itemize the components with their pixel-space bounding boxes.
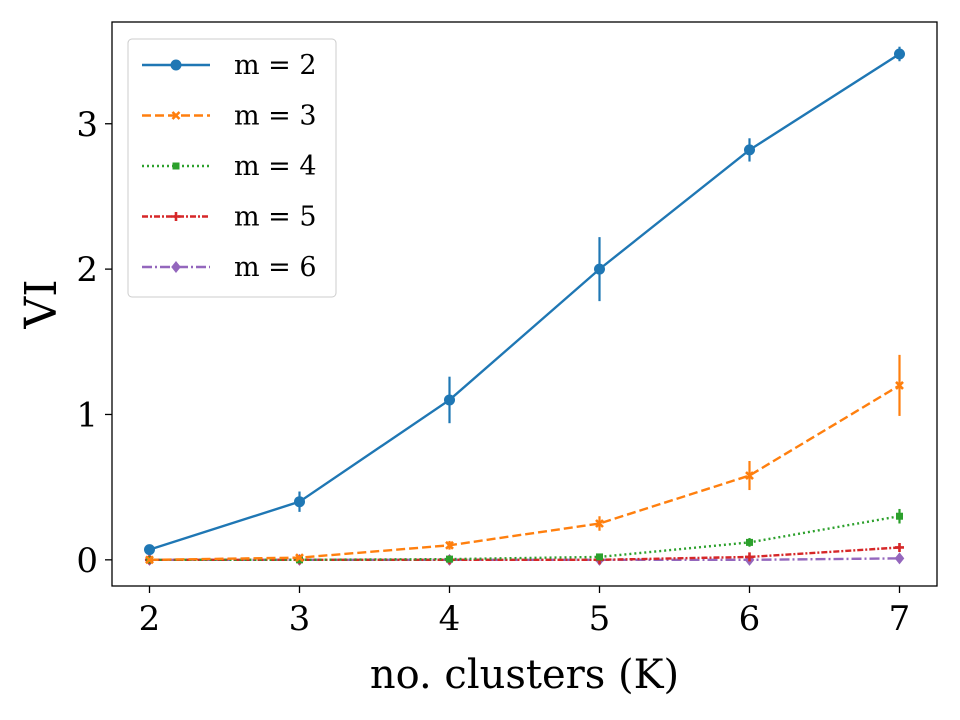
series-2 <box>145 354 904 565</box>
data-point <box>296 556 303 564</box>
data-point <box>745 471 754 480</box>
data-point <box>745 552 754 562</box>
data-point <box>295 553 304 563</box>
legend-frame <box>127 38 337 298</box>
data-point <box>594 263 605 275</box>
data-point <box>144 544 155 556</box>
y-tick-label: 3 <box>76 105 98 145</box>
axis-ticks: 2 3 4 5 6 7 0 1 2 3 <box>76 105 910 639</box>
x-axis-label: no. clusters (K) <box>370 652 679 698</box>
data-point <box>896 512 903 520</box>
legend-items: m = 2 m = 3 m = 4 m = 5 m = 6 <box>142 50 317 283</box>
plot-frame <box>111 21 938 587</box>
data-point <box>145 555 154 565</box>
series-1 <box>144 46 905 556</box>
y-tick-label: 2 <box>76 250 98 290</box>
data-point <box>894 552 905 565</box>
legend-marker <box>171 111 181 120</box>
x-tick-label: 3 <box>289 599 311 639</box>
data-point <box>744 144 755 156</box>
data-point <box>294 496 305 508</box>
data-point <box>444 394 455 406</box>
legend-label: m = 6 <box>234 252 317 283</box>
legend-marker <box>170 59 182 71</box>
data-point <box>895 542 904 552</box>
legend-marker <box>171 212 181 221</box>
data-point <box>596 553 603 561</box>
legend: m = 2 m = 3 m = 4 m = 5 m = 6 <box>127 38 337 298</box>
x-tick-label: 4 <box>439 599 461 639</box>
plot-marks <box>144 46 905 566</box>
x-tick-label: 7 <box>889 599 911 639</box>
legend-marker <box>172 162 180 170</box>
data-point <box>894 48 905 60</box>
legend-label: m = 2 <box>234 50 317 81</box>
series-line <box>149 384 901 562</box>
legend-label: m = 4 <box>234 151 317 182</box>
series-4 <box>145 542 904 565</box>
y-tick-label: 0 <box>76 541 98 581</box>
data-point <box>595 519 604 528</box>
x-tick-label: 2 <box>139 599 161 639</box>
data-point <box>895 380 904 390</box>
data-point <box>446 555 453 563</box>
series-line <box>149 52 901 551</box>
legend-marker <box>171 261 181 273</box>
x-tick-label: 6 <box>739 599 761 639</box>
x-tick-label: 5 <box>589 599 611 639</box>
data-point <box>445 540 454 550</box>
y-tick-label: 1 <box>76 395 98 435</box>
y-axis-label: VI <box>16 279 67 329</box>
data-point <box>746 538 753 546</box>
legend-label: m = 3 <box>234 101 317 132</box>
series-line <box>149 515 900 562</box>
legend-label: m = 5 <box>234 202 317 233</box>
